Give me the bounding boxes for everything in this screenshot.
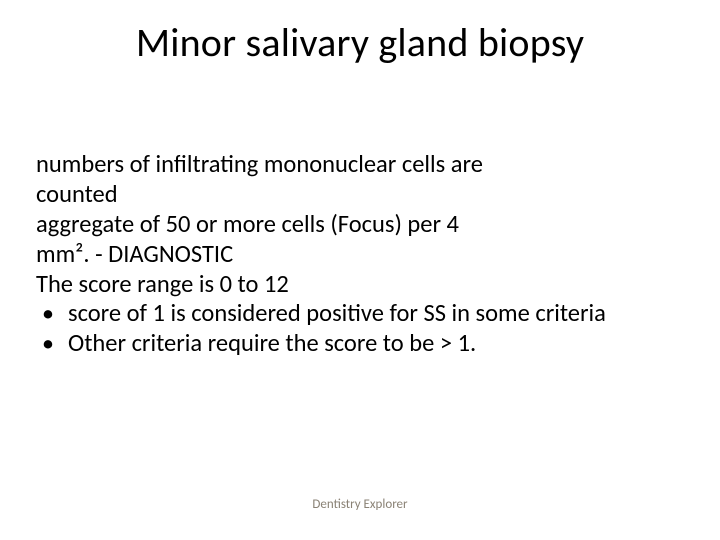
body-line: mm². - DIAGNOSTIC: [36, 240, 684, 270]
bullet-item: score of 1 is considered positive for SS…: [36, 299, 684, 329]
slide-body: numbers of infiltrating mononuclear cell…: [36, 150, 684, 359]
bullet-list: score of 1 is considered positive for SS…: [36, 299, 684, 359]
slide-title: Minor salivary gland biopsy: [0, 18, 720, 67]
body-line: aggregate of 50 or more cells (Focus) pe…: [36, 210, 684, 240]
body-line: numbers of infiltrating mononuclear cell…: [36, 150, 684, 180]
body-line: The score range is 0 to 12: [36, 270, 684, 300]
slide-footer: Dentistry Explorer: [0, 497, 720, 512]
slide: Minor salivary gland biopsy numbers of i…: [0, 0, 720, 540]
bullet-item: Other criteria require the score to be >…: [36, 329, 684, 359]
body-line: counted: [36, 180, 684, 210]
